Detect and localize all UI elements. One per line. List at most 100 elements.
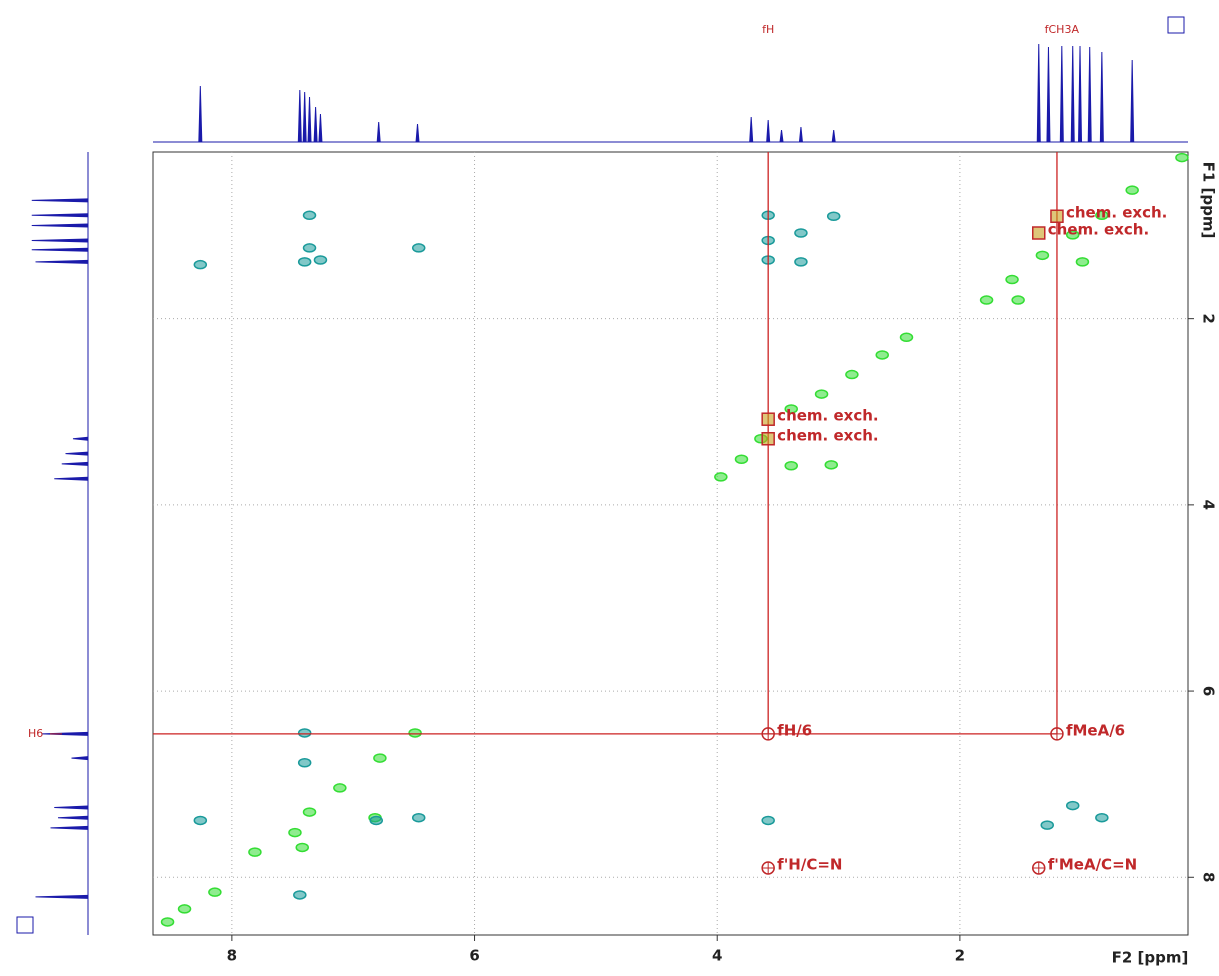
projection-peak <box>313 106 318 143</box>
marker-cross <box>1050 727 1063 740</box>
projection-peak <box>61 461 89 466</box>
annotation-label: f'H/C=N <box>777 855 842 873</box>
projection-peak <box>35 259 89 264</box>
projection-peak <box>71 756 89 761</box>
projection-peak <box>376 121 381 143</box>
projection-peak <box>302 91 307 143</box>
cross-peak <box>302 243 317 253</box>
cross-peak <box>248 847 262 857</box>
cross-peak <box>1040 820 1054 830</box>
annotation-marker <box>1032 226 1046 240</box>
cross-peak <box>1075 257 1090 267</box>
y-tick-label: 4 <box>1200 500 1218 510</box>
projection-peak <box>31 213 89 218</box>
projection-peak <box>318 113 323 143</box>
cross-peak <box>979 295 994 305</box>
plot-frame <box>152 151 1189 936</box>
projection-label: fCH3A <box>1045 23 1080 36</box>
projection-peak <box>50 825 89 830</box>
projection-peak <box>198 85 203 143</box>
projection-peak <box>72 436 89 441</box>
y-tick-label: 6 <box>1200 686 1218 696</box>
projection-peak <box>35 894 89 899</box>
cross-peak <box>411 812 426 823</box>
x-axis-title: F2 [ppm] <box>1112 949 1189 967</box>
cross-peak <box>1065 800 1080 811</box>
projection-peak <box>1059 45 1064 143</box>
cross-peak <box>177 904 192 914</box>
cross-peak <box>899 332 914 343</box>
marker-cross <box>1032 861 1045 874</box>
annotation-label: f'MeA/C=N <box>1048 855 1137 873</box>
projection-peak <box>1046 46 1051 143</box>
cross-peak <box>794 257 808 267</box>
annotation-marker <box>761 412 775 426</box>
projection-peak <box>766 119 771 143</box>
y-axis-title: F1 [ppm] <box>1200 162 1218 239</box>
cross-peak <box>845 369 859 380</box>
cross-peak <box>160 917 175 927</box>
cross-peak <box>1095 210 1109 221</box>
cross-peak <box>302 210 317 221</box>
annotation-label: fMeA/6 <box>1066 721 1125 739</box>
projection-label: H6 <box>28 727 43 740</box>
cross-peak <box>761 815 775 826</box>
projection-peak <box>831 129 836 143</box>
cross-peak <box>1065 230 1080 240</box>
corner-icon <box>16 916 34 934</box>
cross-peak <box>193 259 208 270</box>
projection-peak <box>749 116 754 143</box>
cross-peak <box>193 815 208 826</box>
cross-peak <box>1005 274 1019 285</box>
cross-peak <box>824 460 839 470</box>
cross-peak <box>784 461 798 471</box>
projection-peak <box>1087 46 1092 143</box>
cross-peak <box>814 389 829 399</box>
cross-peak <box>293 890 307 900</box>
projection-peak <box>798 126 803 143</box>
projection-label: fH <box>762 23 774 36</box>
marker-cross <box>762 861 775 874</box>
cross-peak <box>826 211 841 221</box>
x-tick-label: 6 <box>469 947 479 965</box>
projection-peak <box>54 805 89 810</box>
annotation-label: fH/6 <box>777 721 812 739</box>
cross-peak <box>1035 250 1050 261</box>
cross-peak <box>313 255 328 265</box>
y-tick-label: 8 <box>1200 872 1218 882</box>
cross-peak <box>1011 295 1025 305</box>
projection-peak <box>31 198 89 203</box>
cross-peak <box>295 842 309 853</box>
cross-peak <box>875 350 889 360</box>
cross-peak <box>297 728 312 738</box>
cross-peak <box>208 887 222 897</box>
x-tick-label: 8 <box>227 947 237 965</box>
annotation-marker <box>1050 209 1064 223</box>
projection-peak <box>779 129 784 143</box>
projection-peak <box>1099 51 1104 143</box>
projection-peak <box>31 238 89 243</box>
projection-peak <box>297 89 302 143</box>
annotation-marker <box>761 432 775 446</box>
projection-peak <box>41 731 89 736</box>
cross-peak <box>373 753 387 763</box>
projection-peak <box>1130 59 1135 143</box>
projection-peak <box>31 223 89 228</box>
cross-peak <box>297 758 312 768</box>
y-tick-label: 2 <box>1200 313 1218 323</box>
projection-peak <box>65 451 89 456</box>
projection-peak <box>1070 45 1075 143</box>
cross-peak <box>734 454 749 464</box>
cross-peak <box>794 228 808 238</box>
cross-peak <box>1095 812 1109 823</box>
projection-peak <box>307 96 312 143</box>
cross-peak <box>333 783 347 793</box>
projection-peak <box>57 815 89 820</box>
x-tick-label: 2 <box>955 947 965 965</box>
cross-peak <box>369 815 384 826</box>
cross-peak <box>784 404 798 414</box>
cross-peak <box>411 243 426 253</box>
cross-peak <box>288 827 302 838</box>
cross-peak <box>302 807 317 817</box>
